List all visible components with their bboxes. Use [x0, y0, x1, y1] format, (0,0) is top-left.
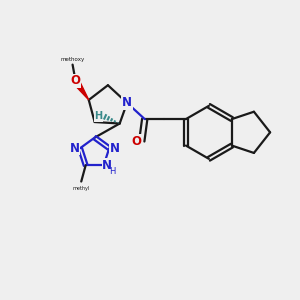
Text: H: H	[109, 167, 115, 176]
Text: O: O	[70, 74, 80, 87]
Text: N: N	[102, 159, 112, 172]
Text: N: N	[122, 96, 132, 110]
Polygon shape	[73, 79, 89, 100]
Text: N: N	[70, 142, 80, 155]
Text: O: O	[131, 135, 142, 148]
Text: H: H	[94, 111, 102, 121]
Text: N: N	[110, 142, 119, 155]
Text: methyl: methyl	[73, 186, 90, 191]
Text: methoxy: methoxy	[61, 57, 85, 62]
